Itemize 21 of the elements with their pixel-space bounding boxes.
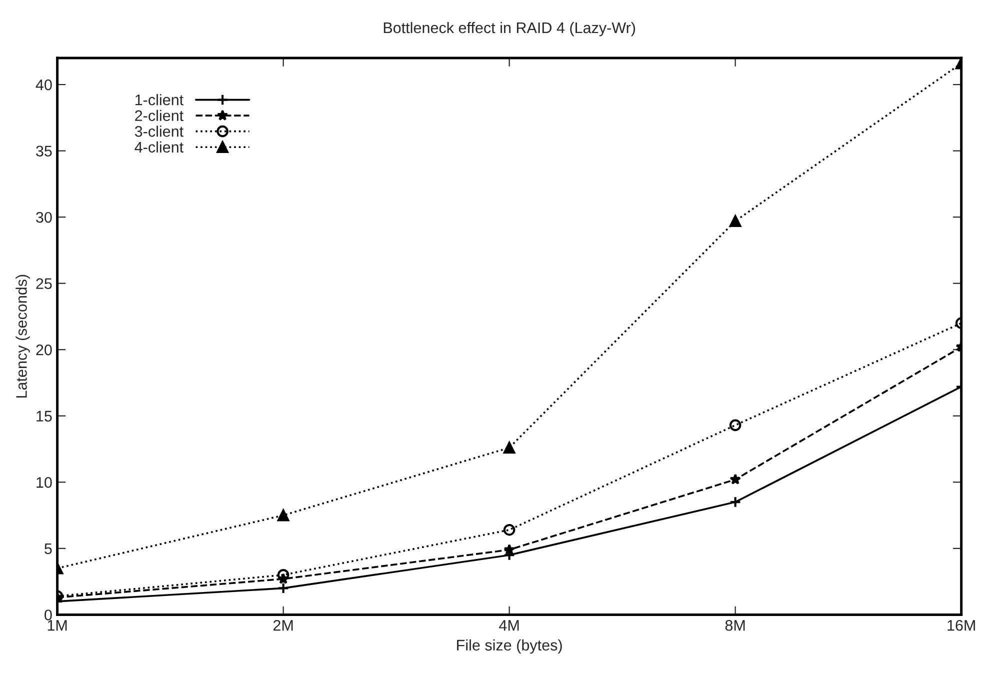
legend-label: 2-client [135,110,184,122]
y-tick-label: 10 [36,477,52,488]
y-axis-title: Latency (seconds) [16,274,30,398]
legend-label: 4-client [134,141,184,153]
y-tick-label: 40 [36,79,52,90]
legend-label: 1-client [136,94,184,106]
x-tick-label: 8M [725,620,745,631]
y-tick-label: 0 [44,610,52,620]
y-tick-label: 5 [44,543,52,554]
y-tick-label: 35 [36,146,52,157]
x-tick-label: 16M [948,620,975,631]
y-tick-label: 15 [36,410,52,422]
chart-title: Bottleneck effect in RAID 4 (Lazy-Wr) [384,22,636,36]
x-axis-title: File size (bytes) [457,639,562,654]
x-tick-label: 4M [499,620,519,631]
y-tick-label: 20 [36,344,52,356]
x-tick-label: 2M [273,620,293,631]
y-tick-label: 30 [36,212,52,223]
y-tick-label: 25 [36,278,52,290]
x-tick-label: 1M [48,620,67,631]
legend-label: 3-client [134,126,184,137]
